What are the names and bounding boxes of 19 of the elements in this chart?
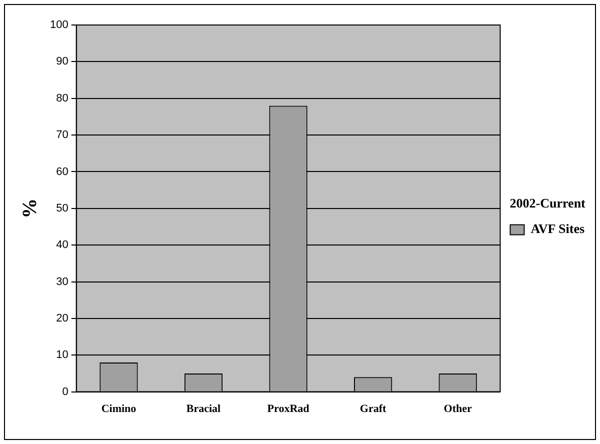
y-tick-label: 40: [56, 239, 68, 252]
y-tick-label: 80: [56, 92, 68, 104]
legend-title: 2002-Current: [510, 196, 586, 211]
y-tick-label: 0: [62, 386, 68, 398]
y-tick-label: 30: [56, 276, 68, 288]
y-tick-label: 10: [56, 349, 68, 362]
y-axis-title: %: [19, 198, 42, 218]
x-tick-label: Cimino: [101, 403, 137, 416]
y-tick-label: 50: [56, 202, 68, 214]
y-tick-label: 100: [50, 19, 68, 32]
y-tick-label: 60: [56, 166, 68, 178]
y-tick-label: 90: [56, 56, 68, 68]
legend-label: AVF Sites: [530, 221, 585, 236]
x-tick-label: ProxRad: [267, 403, 310, 416]
y-tick-label: 70: [56, 129, 68, 142]
x-tick-label: Graft: [360, 403, 387, 416]
x-tick-label: Other: [444, 403, 472, 416]
y-tick-label: 20: [56, 312, 68, 324]
x-tick-label: Bracial: [186, 403, 221, 416]
